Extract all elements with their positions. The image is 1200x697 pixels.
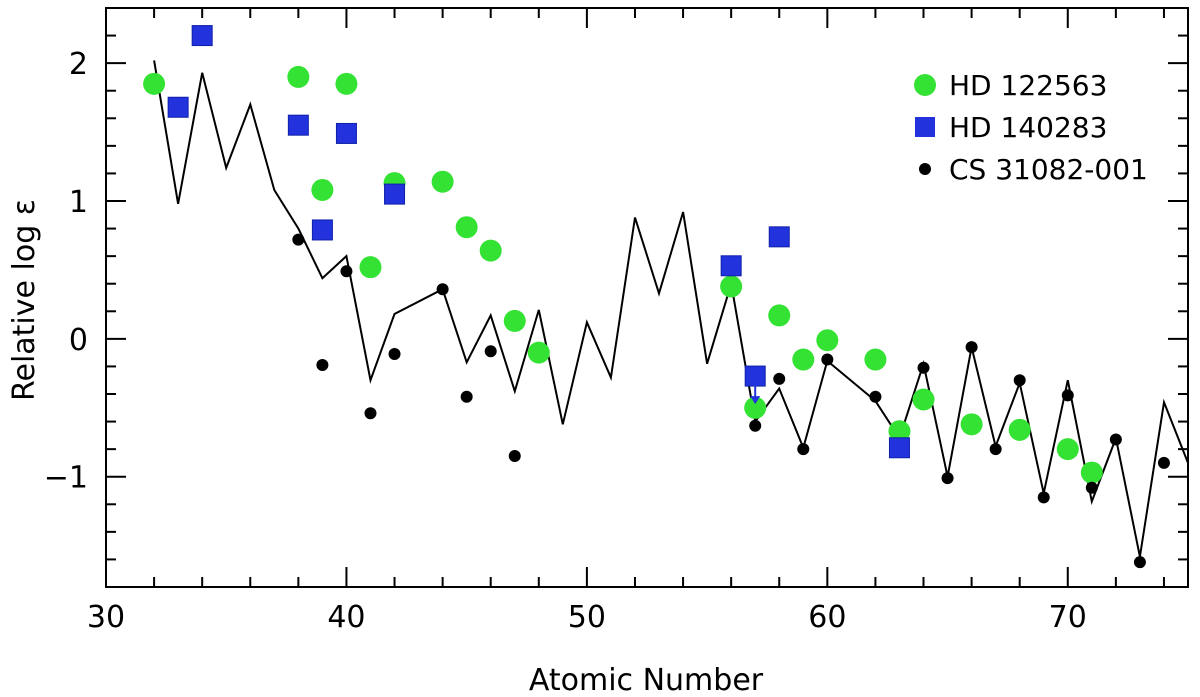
cs31082-point <box>869 390 882 403</box>
hd122563-point <box>888 420 911 443</box>
cs31082-point <box>821 353 834 366</box>
cs31082-point <box>316 359 329 372</box>
cs31082-point <box>797 443 810 456</box>
cs31082-point <box>917 361 930 374</box>
y-tick-label: 2 <box>69 47 88 82</box>
cs31082-point <box>460 390 473 403</box>
hd140283-point <box>191 25 213 47</box>
legend-label: HD 122563 <box>949 69 1107 102</box>
cs31082-point <box>340 265 353 278</box>
hd140283-point <box>335 122 357 144</box>
hd122563-point <box>527 341 550 364</box>
legend-marker-hd122563 <box>914 74 936 96</box>
axis-ticks <box>105 7 1188 588</box>
cs31082-point <box>292 233 305 246</box>
cs31082-point <box>1085 481 1098 494</box>
legend-marker-hd140283 <box>915 117 935 137</box>
hd122563-point <box>816 329 839 352</box>
cs31082-point <box>773 372 786 385</box>
x-axis-title: Atomic Number <box>529 663 764 697</box>
cs31082-point <box>388 348 401 361</box>
cs31082-point <box>1109 433 1122 446</box>
hd140283-point <box>167 96 189 118</box>
hd122563-point <box>335 72 358 95</box>
cs31082-point <box>941 472 954 485</box>
hd122563-point <box>359 256 382 279</box>
hd122563-point <box>744 396 767 419</box>
upper-limit-arrowhead <box>750 396 761 405</box>
cs31082-point <box>508 450 521 463</box>
y-tick-label: 0 <box>69 323 88 358</box>
x-tick-label: 40 <box>327 600 365 635</box>
hd122563-point <box>479 239 502 262</box>
legend: HD 122563 HD 140283 CS 31082-001 <box>914 69 1148 186</box>
legend-label: HD 140283 <box>949 111 1107 144</box>
hd122563-point <box>960 413 983 436</box>
hd140283-point <box>311 219 333 241</box>
cs31082-point <box>749 419 762 432</box>
hd122563-point <box>912 388 935 411</box>
solar-r-process-line <box>153 60 1188 557</box>
hd140283-point <box>720 255 742 277</box>
hd122563-point <box>1056 438 1079 461</box>
cs31082-point <box>484 345 497 358</box>
cs31082-point <box>364 407 377 420</box>
cs31082-point <box>965 341 978 354</box>
y-tick-label: −1 <box>44 461 88 496</box>
hd122563-point <box>287 65 310 88</box>
hd122563-point <box>768 304 791 327</box>
hd122563-point <box>431 170 454 193</box>
hd122563-point <box>311 178 334 201</box>
y-axis-title: Relative log ε <box>7 199 42 401</box>
legend-label: CS 31082-001 <box>949 153 1148 186</box>
x-tick-label: 30 <box>87 600 125 635</box>
cs31082-point <box>1037 491 1050 504</box>
hd122563-point <box>503 309 526 332</box>
hd122563-point <box>455 216 478 239</box>
legend-marker-cs31082 <box>919 163 931 175</box>
hd122563-point <box>1080 461 1103 484</box>
cs31082-point <box>436 283 449 296</box>
cs31082-point <box>1157 456 1170 469</box>
x-tick-label: 50 <box>568 600 606 635</box>
y-tick-label: 1 <box>69 185 88 220</box>
cs31082-point <box>989 443 1002 456</box>
plot-frame <box>105 7 1189 588</box>
cs31082-point <box>1013 374 1026 387</box>
hd122563-point <box>143 72 166 95</box>
cs31082-point <box>1133 556 1146 569</box>
hd140283-point <box>384 183 406 205</box>
hd140283-point <box>287 114 309 136</box>
x-tick-label: 70 <box>1049 600 1087 635</box>
hd122563-point <box>1008 418 1031 441</box>
cs31082-point <box>1061 389 1074 402</box>
x-tick-label: 60 <box>808 600 846 635</box>
hd140283-point <box>888 437 910 459</box>
hd140283-point <box>768 226 790 248</box>
hd122563-point <box>864 348 887 371</box>
hd122563-point <box>792 348 815 371</box>
hd122563-point <box>720 275 743 298</box>
